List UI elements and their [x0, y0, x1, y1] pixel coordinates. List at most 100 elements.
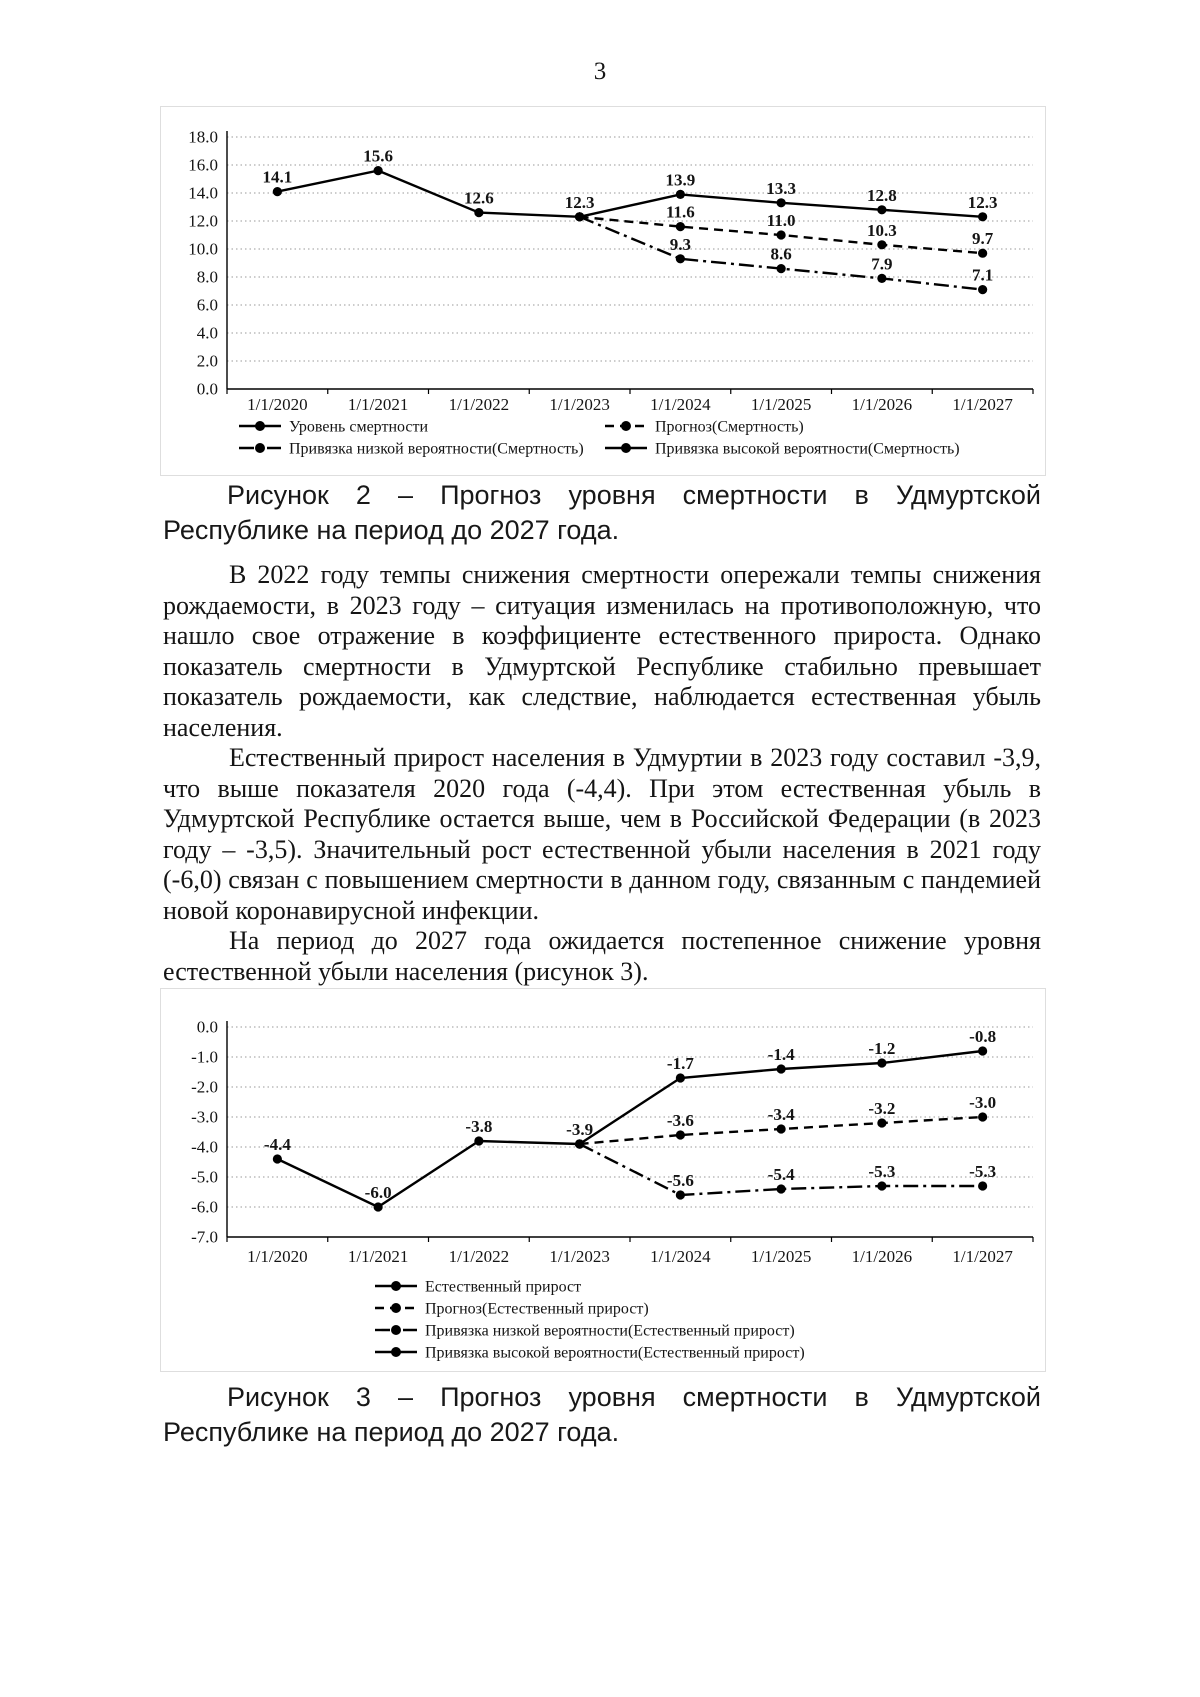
series-line	[277, 169, 580, 218]
data-label: 9.7	[972, 229, 994, 248]
x-tick-label: 1/1/2027	[952, 1247, 1013, 1266]
data-point	[877, 205, 887, 215]
data-point	[675, 222, 685, 232]
x-tick-label: 1/1/2024	[650, 1247, 711, 1266]
y-tick-label: 16.0	[188, 156, 218, 175]
legend-label: Привязка высокой вероятности(Естественны…	[425, 1345, 805, 1362]
data-point	[474, 208, 484, 218]
y-tick-label: 0.0	[197, 380, 218, 399]
y-tick-label: -3.0	[191, 1108, 218, 1127]
data-point	[776, 198, 786, 208]
y-tick-label: -1.0	[191, 1048, 218, 1067]
data-label: -3.9	[566, 1120, 593, 1139]
data-point	[978, 1112, 988, 1122]
data-point	[978, 1046, 988, 1056]
data-label: 12.8	[867, 186, 897, 205]
y-tick-label: -2.0	[191, 1078, 218, 1097]
data-point	[877, 273, 887, 283]
data-point	[575, 1139, 585, 1149]
data-point	[675, 1190, 685, 1200]
y-tick-label: 14.0	[188, 184, 218, 203]
data-point	[978, 212, 988, 222]
data-point	[877, 1058, 887, 1068]
data-point	[373, 166, 383, 176]
data-label: -6.0	[365, 1183, 392, 1202]
x-tick-label: 1/1/2025	[751, 1247, 811, 1266]
x-tick-label: 1/1/2020	[247, 1247, 307, 1266]
series-line	[579, 1142, 983, 1197]
paragraph-forecast-2027: На период до 2027 года ожидается постепе…	[163, 926, 1041, 986]
x-tick-label: 1/1/2023	[549, 395, 609, 414]
x-tick-label: 1/1/2021	[348, 1247, 408, 1266]
data-label: -1.4	[768, 1045, 795, 1064]
data-point	[675, 189, 685, 199]
data-label: 12.6	[464, 189, 494, 208]
data-point	[776, 264, 786, 274]
data-label: -5.3	[868, 1162, 895, 1181]
data-label: 9.3	[670, 235, 691, 254]
y-tick-label: -5.0	[191, 1168, 218, 1187]
data-label: 11.0	[767, 211, 796, 230]
legend-marker	[391, 1325, 401, 1335]
legend-label: Уровень смертности	[289, 419, 429, 436]
data-point	[877, 1118, 887, 1128]
x-tick-label: 1/1/2022	[449, 1247, 509, 1266]
data-point	[776, 1124, 786, 1134]
data-label: -3.2	[868, 1099, 895, 1118]
y-tick-label: -4.0	[191, 1138, 218, 1157]
legend-label: Привязка низкой вероятности(Естественный…	[425, 1323, 795, 1340]
data-label: -3.0	[969, 1093, 996, 1112]
x-tick-label: 1/1/2027	[952, 395, 1013, 414]
data-point	[978, 1181, 988, 1191]
data-label: -5.3	[969, 1162, 996, 1181]
y-tick-label: 10.0	[188, 240, 218, 259]
x-tick-label: 1/1/2024	[650, 395, 711, 414]
legend-label: Привязка высокой вероятности(Смертность)	[655, 441, 960, 458]
data-point	[675, 254, 685, 264]
y-tick-label: 2.0	[197, 352, 218, 371]
y-tick-label: 4.0	[197, 324, 218, 343]
x-tick-label: 1/1/2026	[852, 395, 912, 414]
data-label: 8.6	[771, 245, 792, 264]
data-point	[675, 1130, 685, 1140]
x-tick-label: 1/1/2026	[852, 1247, 912, 1266]
data-point	[675, 1073, 685, 1083]
x-tick-label: 1/1/2023	[549, 1247, 609, 1266]
legend-label: Прогноз(Естественный прирост)	[425, 1301, 649, 1318]
data-point	[877, 240, 887, 250]
page-number: 3	[593, 58, 607, 85]
data-point	[978, 248, 988, 258]
data-label: 11.6	[666, 203, 695, 222]
data-point	[272, 187, 282, 197]
natural-increase-forecast-chart: 0.0 -1.0 -2.0 -3.0 -4.0 -5.0 -6.0 -7.0 1/1/2020 1…	[160, 988, 1046, 1372]
data-point	[575, 212, 585, 222]
y-tick-label: -6.0	[191, 1198, 218, 1217]
x-tick-label: 1/1/2025	[751, 395, 811, 414]
legend-label: Привязка низкой вероятности(Смертность)	[289, 441, 584, 458]
x-tick-label: 1/1/2020	[247, 395, 307, 414]
data-point	[373, 1202, 383, 1212]
paragraph-natural-increase: Естественный прирост населения в Удмурти…	[163, 743, 1041, 925]
data-label: -3.6	[667, 1111, 694, 1130]
data-label: 13.3	[766, 179, 796, 198]
data-label: -1.7	[667, 1054, 694, 1073]
y-tick-label: 8.0	[197, 268, 218, 287]
y-tick-label: 0.0	[197, 1018, 218, 1037]
chart-canvas: 18.0 16.0 14.0 12.0 10.0 8.0 6.0 4.0 2.0 0.0 1/1/2…	[188, 128, 1034, 458]
legend-label: Естественный прирост	[425, 1279, 581, 1296]
data-label: -3.8	[465, 1117, 492, 1136]
y-tick-label: 18.0	[188, 128, 218, 147]
data-point	[272, 1154, 282, 1164]
chart-canvas: 0.0 -1.0 -2.0 -3.0 -4.0 -5.0 -6.0 -7.0 1/1/2020 1…	[191, 1018, 1034, 1362]
data-label: 12.3	[968, 193, 998, 212]
data-point	[877, 1181, 887, 1191]
legend-marker	[255, 443, 265, 453]
data-label: -0.8	[969, 1027, 996, 1046]
data-label: -5.6	[667, 1171, 694, 1190]
data-label: 15.6	[363, 147, 393, 166]
data-label: 10.3	[867, 221, 897, 240]
data-label: -4.4	[264, 1135, 291, 1154]
data-point	[978, 285, 988, 295]
legend-marker	[391, 1347, 401, 1357]
